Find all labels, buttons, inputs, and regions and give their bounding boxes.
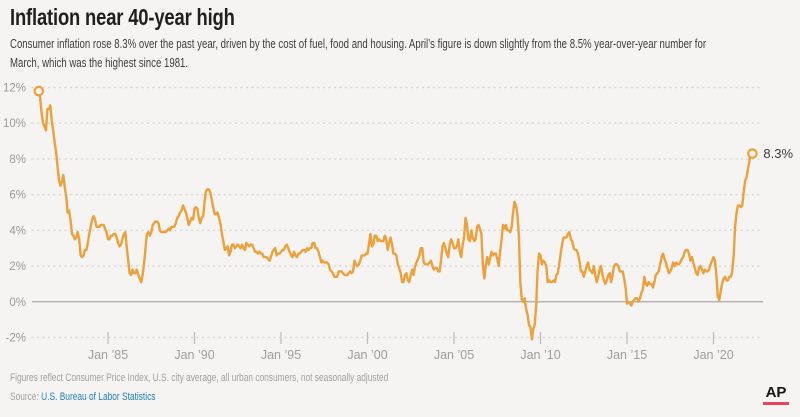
x-axis-tick-label: Jan ’90 — [174, 348, 214, 362]
page-subtitle: Consumer inflation rose 8.3% over the pa… — [10, 34, 706, 72]
subtitle-line-2: March, which was the highest since 1981. — [10, 55, 189, 70]
end-point-marker — [747, 148, 758, 159]
y-axis-tick-label: -2% — [6, 333, 26, 345]
y-axis-tick-label: 0% — [9, 297, 26, 309]
cpi-line — [37, 89, 754, 341]
source-line: Source: U.S. Bureau of Labor Statistics — [10, 391, 155, 403]
y-axis-tick-label: 8% — [9, 154, 26, 166]
x-axis-tick-label: Jan ’95 — [261, 348, 301, 362]
start-point-marker — [33, 85, 45, 97]
source-label: Source: — [10, 391, 39, 403]
source-link[interactable]: U.S. Bureau of Labor Statistics — [41, 391, 156, 403]
y-axis-tick-label: 6% — [9, 190, 26, 202]
ap-logo-letters: AP — [765, 384, 787, 401]
x-axis-tick-label: Jan ’00 — [347, 348, 387, 362]
subtitle-line-1: Consumer inflation rose 8.3% over the pa… — [10, 36, 707, 51]
y-axis-tick-label: 12% — [3, 83, 26, 95]
x-axis-tick-label: Jan ’85 — [88, 348, 128, 362]
ap-logo-red-bar — [763, 402, 789, 405]
y-axis-tick-label: 10% — [3, 118, 26, 130]
x-axis-tick-label: Jan ’05 — [434, 348, 474, 362]
chart-footnote: Figures reflect Consumer Price Index, U.… — [10, 372, 389, 384]
x-axis-tick-label: Jan ’15 — [607, 348, 647, 362]
y-axis-tick-label: 2% — [9, 261, 26, 273]
y-axis-tick-label: 4% — [9, 225, 26, 237]
end-value-label: 8.3% — [763, 146, 793, 161]
ap-logo: AP — [763, 385, 789, 405]
x-axis-tick-label: Jan ’10 — [520, 348, 560, 362]
x-axis-tick-label: Jan ’20 — [693, 348, 733, 362]
page-title: Inflation near 40-year high — [10, 4, 235, 30]
